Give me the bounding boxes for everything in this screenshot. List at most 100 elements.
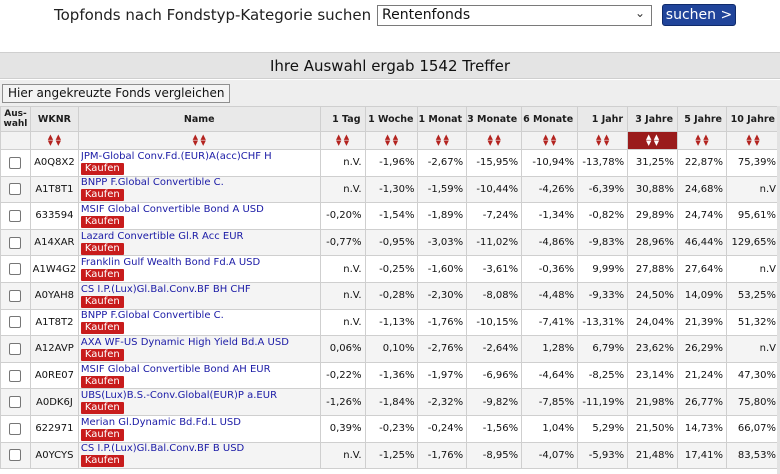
wkn-cell: A1T8T2 [29, 308, 79, 337]
select-cell [0, 414, 31, 443]
buy-button[interactable]: Kaufen [80, 428, 124, 441]
perf-1-woche-cell: -0,95% [364, 228, 419, 257]
select-checkbox[interactable] [9, 316, 22, 329]
fund-name-link[interactable]: MSIF Global Convertible Bond AH EUR [80, 363, 271, 375]
fund-name-link[interactable]: JPM-Global Conv.Fd.(EUR)A(acc)CHF H [80, 150, 272, 162]
perf-5-jahre-cell: 27,64% [677, 255, 727, 283]
select-checkbox[interactable] [9, 369, 22, 382]
perf-5-jahre-cell: 24,68% [677, 175, 727, 204]
select-checkbox[interactable] [9, 263, 22, 276]
select-checkbox[interactable] [9, 449, 22, 462]
perf-1-jahr-cell: -8,25% [577, 361, 629, 390]
buy-button[interactable]: Kaufen [80, 162, 124, 175]
name-cell: CS I.P.(Lux)Gl.Bal.Conv.BF B USD Kaufen [77, 441, 321, 470]
perf-1-monat-cell: -1,59% [417, 175, 468, 204]
perf-3-jahre-cell: 24,04% [627, 308, 679, 337]
select-cell [0, 175, 31, 204]
sort-1-jahr[interactable]: ▲ ▼ ▲ ▼ [577, 131, 629, 150]
name-cell: BNPP F.Global Convertible C. Kaufen [77, 175, 321, 204]
buy-button[interactable]: Kaufen [80, 189, 124, 202]
buy-button[interactable]: Kaufen [80, 322, 124, 335]
buy-button[interactable]: Kaufen [80, 402, 124, 415]
col-header-auswahl: Aus-wahl [0, 106, 31, 132]
header-row: Aus-wahl WKNR Name 1 Tag 1 Woche 1 Monat… [0, 106, 780, 132]
sort-1-monat[interactable]: ▲ ▼ ▲ ▼ [417, 131, 468, 150]
select-checkbox[interactable] [9, 396, 22, 409]
compare-funds-button[interactable]: Hier angekreuzte Fonds vergleichen [2, 84, 231, 103]
fund-name-link[interactable]: CS I.P.(Lux)Gl.Bal.Conv.BF BH CHF [80, 283, 251, 295]
fund-name-link[interactable]: Merian Gl.Dynamic Bd.Fd.L USD [80, 416, 241, 428]
fund-category-select[interactable]: Rentenfonds ⌄ [377, 5, 652, 26]
perf-1-tag-cell: n.V. [319, 149, 366, 177]
perf-1-tag-cell: -0,20% [319, 202, 366, 230]
select-checkbox[interactable] [9, 342, 22, 355]
sort-row: ▲ ▼ ▲ ▼ ▲ ▼ ▲ ▼ ▲ ▼ ▲ ▼ ▲ ▼ ▲ ▼ ▲ ▼ ▲ ▼ ▲ ▼ ▲ ▼ ▲ ▼ ▲… [0, 131, 780, 150]
perf-3-monate-cell: -15,95% [466, 149, 523, 177]
perf-1-tag-cell: 0,39% [319, 414, 366, 443]
select-cell [0, 308, 31, 337]
perf-5-jahre-cell: 14,73% [677, 414, 727, 443]
select-checkbox[interactable] [9, 236, 22, 249]
perf-6-monate-cell: 1,28% [521, 335, 579, 363]
fund-name-link[interactable]: UBS(Lux)B.S.-Conv.Global(EUR)P a.EUR [80, 390, 278, 402]
chevron-down-icon: ⌄ [634, 6, 645, 20]
scrollbar[interactable] [777, 106, 780, 474]
perf-10-jahre-cell: n.V [725, 255, 780, 283]
perf-1-monat-cell: -2,67% [417, 149, 468, 177]
table-row: 633594 MSIF Global Convertible Bond A USD… [0, 202, 780, 230]
perf-1-woche-cell: -0,28% [364, 281, 419, 310]
perf-3-monate-cell: -9,82% [466, 388, 523, 416]
select-checkbox[interactable] [9, 289, 22, 302]
buy-button[interactable]: Kaufen [80, 375, 124, 388]
perf-10-jahre-cell: 53,25% [725, 281, 780, 310]
wkn-cell: 622971 [29, 414, 79, 443]
buy-button[interactable]: Kaufen [80, 242, 124, 255]
perf-6-monate-cell: -1,34% [521, 202, 579, 230]
fund-name-link[interactable]: BNPP F.Global Convertible C. [80, 310, 224, 322]
buy-button[interactable]: Kaufen [80, 348, 124, 361]
sort-6-monate[interactable]: ▲ ▼ ▲ ▼ [521, 131, 579, 150]
perf-1-jahr-cell: -13,31% [577, 308, 629, 337]
sort-3-monate[interactable]: ▲ ▼ ▲ ▼ [466, 131, 523, 150]
buy-button[interactable]: Kaufen [80, 455, 124, 468]
perf-6-monate-cell: -7,85% [521, 388, 579, 416]
name-cell: Merian Gl.Dynamic Bd.Fd.L USD Kaufen [77, 414, 321, 443]
buy-button[interactable]: Kaufen [80, 269, 124, 282]
table-row: A0DK6J UBS(Lux)B.S.-Conv.Global(EUR)P a.E… [0, 388, 780, 416]
sort-arrows-icon: ▲ ▼ ▲ ▼ [335, 133, 350, 147]
sort-name[interactable]: ▲ ▼ ▲ ▼ [77, 131, 321, 150]
perf-10-jahre-cell: 75,39% [725, 149, 780, 177]
perf-1-jahr-cell: 6,79% [577, 335, 629, 363]
sort-10-jahre[interactable]: ▲ ▼ ▲ ▼ [725, 131, 780, 150]
perf-3-monate-cell: -11,02% [466, 228, 523, 257]
fund-name-link[interactable]: MSIF Global Convertible Bond A USD [80, 203, 264, 215]
sort-arrows-icon: ▲ ▼ ▲ ▼ [192, 133, 206, 147]
perf-5-jahre-cell: 21,39% [677, 308, 727, 337]
perf-3-monate-cell: -10,15% [466, 308, 523, 337]
sort-3-jahre-active[interactable]: ▲ ▼ ▲ ▼ [627, 131, 679, 150]
buy-button[interactable]: Kaufen [80, 295, 124, 308]
fund-name-link[interactable]: CS I.P.(Lux)Gl.Bal.Conv.BF B USD [80, 443, 245, 455]
select-checkbox[interactable] [9, 156, 22, 169]
wkn-cell: A0YAH8 [29, 281, 79, 310]
fund-name-link[interactable]: Franklin Gulf Wealth Bond Fd.A USD [80, 257, 261, 269]
select-checkbox[interactable] [9, 183, 22, 196]
sort-1-woche[interactable]: ▲ ▼ ▲ ▼ [364, 131, 419, 150]
perf-5-jahre-cell: 24,74% [677, 202, 727, 230]
perf-3-jahre-cell: 21,98% [627, 388, 679, 416]
sort-wknr[interactable]: ▲ ▼ ▲ ▼ [29, 131, 79, 150]
buy-button[interactable]: Kaufen [80, 215, 124, 228]
select-checkbox[interactable] [9, 422, 22, 435]
fund-name-link[interactable]: BNPP F.Global Convertible C. [80, 177, 224, 189]
compare-toolbar: Hier angekreuzte Fonds vergleichen [0, 80, 780, 106]
sort-1-tag[interactable]: ▲ ▼ ▲ ▼ [319, 131, 366, 150]
fund-name-link[interactable]: AXA WF-US Dynamic High Yield Bd.A USD [80, 336, 289, 348]
sort-arrows-icon: ▲ ▼ ▲ ▼ [543, 133, 557, 147]
search-button[interactable]: suchen > [662, 4, 736, 26]
sort-arrows-icon: ▲ ▼ ▲ ▼ [695, 133, 709, 147]
fund-name-link[interactable]: Lazard Convertible Gl.R Acc EUR [80, 230, 244, 242]
select-cell [0, 149, 31, 177]
sort-5-jahre[interactable]: ▲ ▼ ▲ ▼ [677, 131, 727, 150]
select-checkbox[interactable] [9, 209, 22, 222]
select-cell [0, 441, 31, 470]
